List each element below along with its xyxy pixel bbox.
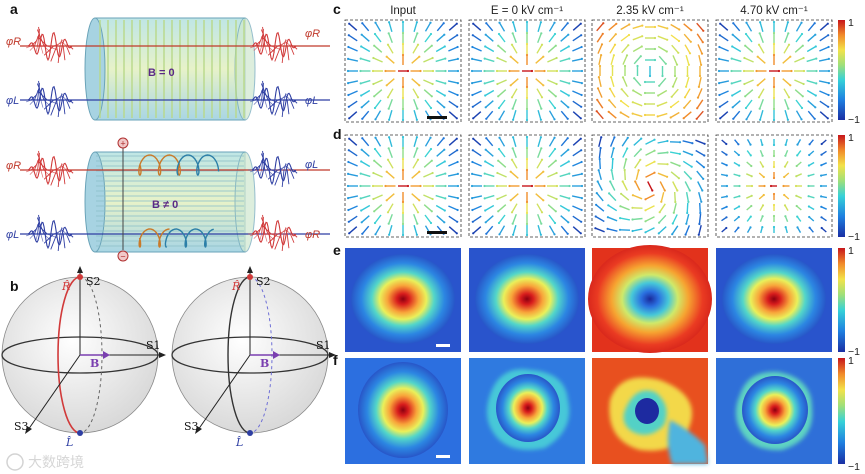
field-label-top: B = 0: [148, 67, 175, 79]
panel-f-label: f: [333, 352, 338, 368]
colorbar-e-max: 1: [848, 245, 854, 257]
column-header-input: Input: [390, 5, 416, 17]
vector-panel-d-e470: [715, 134, 833, 238]
panel-e-e470: [716, 248, 832, 352]
panel-c-label: c: [333, 1, 341, 17]
colorbar-f-min: −1: [848, 461, 860, 473]
panel-e-e0: [469, 248, 585, 352]
colorbar-d-min: −1: [848, 231, 860, 243]
poincare-sphere-left: S2 S1 S3 R̂ L̂ B: [1, 266, 166, 449]
column-header-e470: 4.70 kV cm⁻¹: [740, 5, 808, 17]
watermark: 大数跨境: [6, 453, 84, 471]
vector-panel-d-input: [344, 134, 462, 238]
colorbar-d: 1 −1: [838, 132, 860, 243]
column-header-e0: E = 0 kV cm⁻¹: [491, 5, 563, 17]
pole-l-left: L̂: [65, 436, 73, 449]
colorbar-e: 1 −1: [838, 245, 860, 358]
colorbar-f-max: 1: [848, 355, 854, 367]
field-b-right: B: [260, 357, 269, 370]
axis-s1-right: S1: [316, 339, 331, 352]
panel-f-e0: [469, 358, 585, 464]
field-b-left: B: [90, 357, 99, 370]
pole-l-right: L̂: [235, 436, 243, 449]
vector-panel-c-e235: [591, 19, 709, 123]
pole-r-left: R̂: [61, 280, 70, 293]
polarization-waves-top: [24, 26, 298, 118]
phi-l-right-top: φL: [305, 95, 318, 107]
colorbar-c-min: −1: [848, 114, 860, 126]
intensity-row-e: [345, 245, 832, 353]
axis-s2-right: S2: [256, 275, 271, 288]
panel-a: a B = 0 φR φR φL φL + −: [6, 1, 330, 262]
colorbar-f: 1 −1: [838, 355, 860, 473]
colorbar-c-max: 1: [848, 17, 854, 29]
colorbar-c: 1 −1: [838, 17, 860, 126]
watermark-text: 大数跨境: [28, 455, 84, 471]
phi-r-left-bottom: φR: [6, 160, 21, 172]
colorbars: 1 −1 1 −1 1 −1 1 −1: [838, 17, 860, 473]
column-headers: Input E = 0 kV cm⁻¹ 2.35 kV cm⁻¹ 4.70 kV…: [390, 5, 808, 17]
panel-b-label: b: [10, 278, 19, 294]
phi-l-left-top: φL: [6, 95, 19, 107]
vector-panel-c-e470: [715, 19, 833, 123]
electrode-plus: +: [120, 139, 125, 149]
axis-s3-right: S3: [184, 420, 199, 433]
panel-e-label: e: [333, 242, 341, 258]
helix-coils: [138, 154, 220, 248]
pole-r-right: R̂: [231, 280, 240, 293]
intensity-row-f: [345, 358, 832, 464]
phi-r-left-top: φR: [6, 36, 21, 48]
column-header-e235: 2.35 kV cm⁻¹: [616, 5, 684, 17]
crystal-cylinder-top: [20, 17, 330, 121]
panel-e-e235: [588, 245, 712, 353]
phi-r-right-top: φR: [305, 28, 320, 40]
vector-panel-c-input: [344, 19, 462, 123]
panel-d-label: d: [333, 126, 342, 142]
axis-s2-left: S2: [86, 275, 101, 288]
axis-s1-left: S1: [146, 339, 161, 352]
panel-e-input: [345, 248, 461, 352]
panel-a-label: a: [10, 1, 18, 17]
phi-r-right-bottom: φR: [305, 229, 320, 241]
polarization-waves-bottom: [24, 150, 298, 252]
electrode-minus: −: [120, 252, 125, 262]
panel-f-e235: [592, 358, 708, 464]
panel-f-input: [345, 358, 461, 464]
vector-field-panels: [344, 19, 833, 238]
panel-b: b S2 S1 S3 R̂ L̂ B: [1, 266, 336, 449]
axis-s3-left: S3: [14, 420, 29, 433]
phi-l-right-bottom: φL: [305, 159, 318, 171]
colorbar-e-min: −1: [848, 346, 860, 358]
vector-panel-c-e0: [468, 19, 586, 123]
phi-l-left-bottom: φL: [6, 229, 19, 241]
poincare-sphere-right: S2 S1 S3 R̂ L̂ B: [171, 266, 336, 449]
vector-panel-d-e235: [591, 134, 709, 238]
colorbar-d-max: 1: [848, 132, 854, 144]
field-label-bottom: B ≠ 0: [152, 199, 178, 211]
vector-panel-d-e0: [468, 134, 586, 238]
panel-f-e470: [716, 358, 832, 464]
